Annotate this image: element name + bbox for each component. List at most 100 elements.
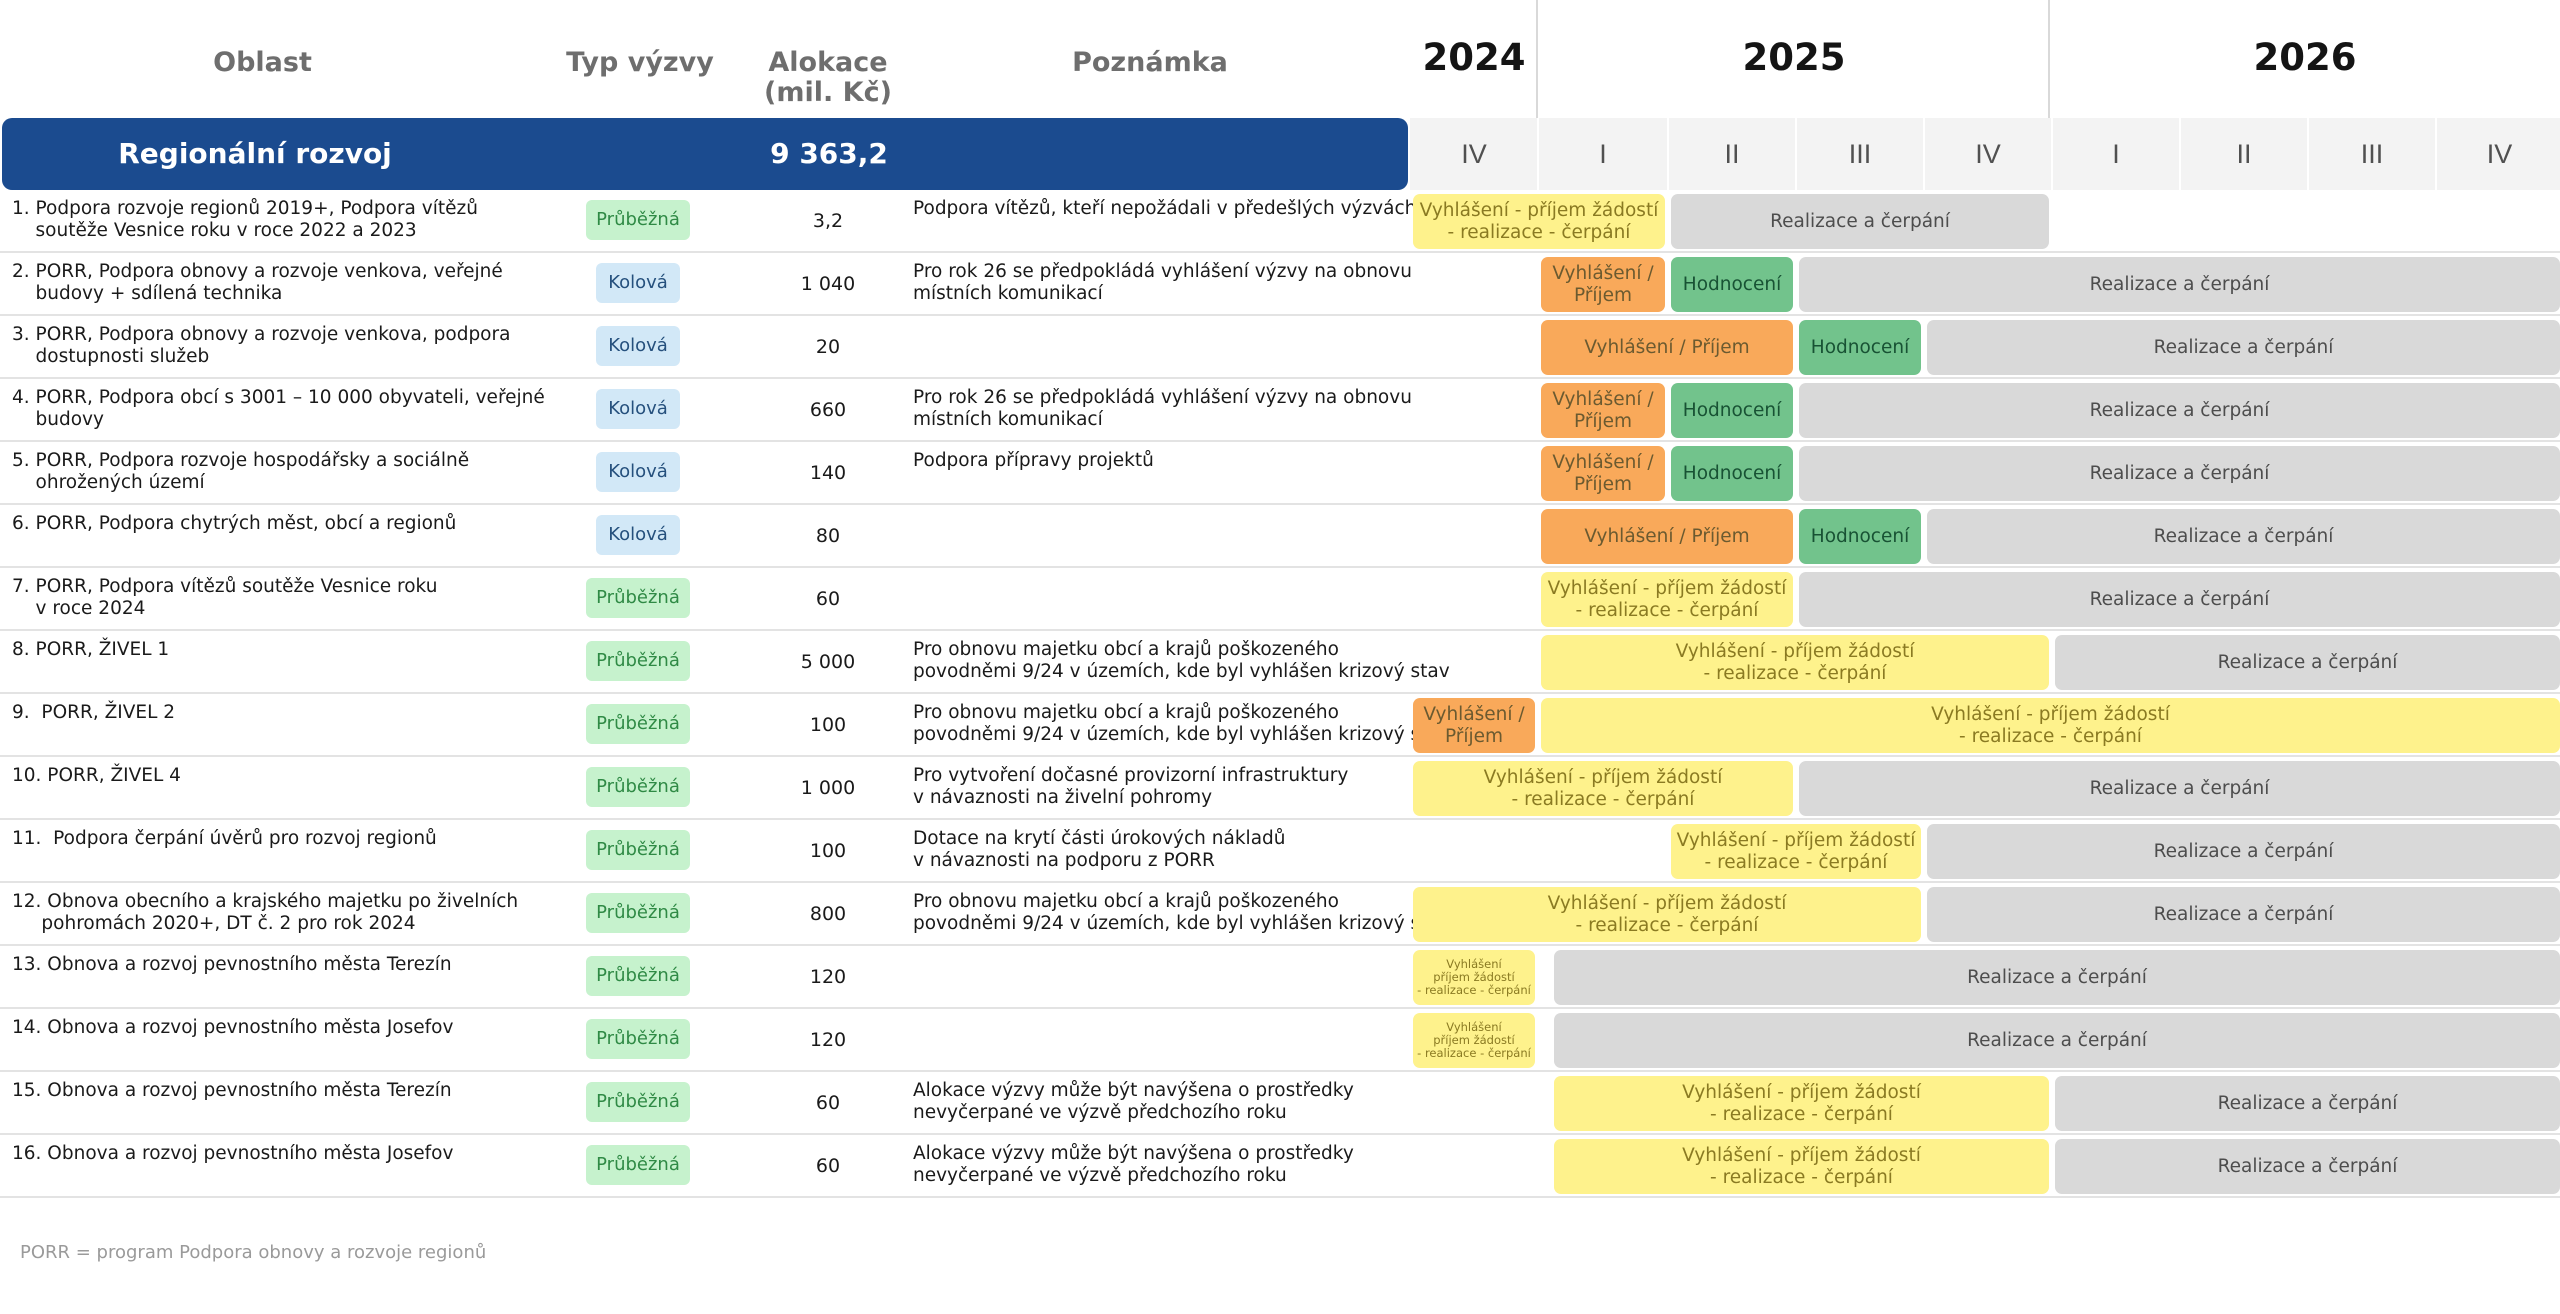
timeline-bar-yellow: Vyhlášení - příjem žádostí - realizace -… [1413,761,1793,816]
row-oblast: 3. PORR, Podpora obnovy a rozvoje venkov… [12,324,511,367]
timeline-bar-yellow: Vyhlášení - příjem žádostí - realizace -… [1541,635,2049,690]
header-oblast: Oblast [213,47,312,78]
quarter-label: II [1724,139,1740,169]
quarter-separator [1537,118,1539,190]
timeline-bar-green: Hodnocení [1799,509,1921,564]
timeline-bar-gray: Realizace a čerpání [2055,1076,2560,1131]
year-2026: 2026 [2253,36,2357,79]
timeline-bar-gray: Realizace a čerpání [1799,572,2560,627]
timeline-bar-green: Hodnocení [1671,257,1793,312]
timeline-bar-gray: Realizace a čerpání [1799,761,2560,816]
quarter-separator [1923,118,1925,190]
table-row: 7. PORR, Podpora vítězů soutěže Vesnice … [0,568,2560,631]
row-oblast: 9. PORR, ŽIVEL 2 [12,702,176,723]
type-badge: Průběžná [586,704,690,744]
timeline-bar-gray: Realizace a čerpání [2055,1139,2560,1194]
row-divider [0,440,2560,442]
type-badge: Kolová [596,389,680,429]
row-allocation: 60 [815,1092,841,1114]
table-row: 13. Obnova a rozvoj pevnostního města Te… [0,946,2560,1009]
type-badge: Průběžná [586,200,690,240]
section-allocation: 9 363,2 [770,137,888,170]
row-divider [0,377,2560,379]
table-row: 8. PORR, ŽIVEL 1 Průběžná 5 000 Pro obnovu … [0,631,2560,694]
row-note: Pro vytvoření dočasné provizorní infrast… [913,765,1349,808]
type-badge: Kolová [596,452,680,492]
timeline-bar-gray: Realizace a čerpání [2055,635,2560,690]
quarter-label: II [2236,139,2252,169]
timeline-bar-green: Hodnocení [1671,446,1793,501]
row-allocation: 800 [809,903,847,925]
row-note: Pro obnovu majetku obcí a krajů poškozen… [913,639,1450,682]
table-row: 4. PORR, Podpora obcí s 3001 – 10 000 ob… [0,379,2560,442]
table-row: 10. PORR, ŽIVEL 4 Průběžná 1 000 Pro vytvoř… [0,757,2560,820]
row-allocation: 660 [809,399,847,421]
timeline-bar-gray: Realizace a čerpání [1927,824,2560,879]
quarter-separator [1795,118,1797,190]
timeline-bar-yellow: Vyhlášení - příjem žádostí - realizace -… [1413,194,1665,249]
row-allocation: 100 [809,840,847,862]
timeline-bar-green: Hodnocení [1671,383,1793,438]
table-row: 9. PORR, ŽIVEL 2 Průběžná 100 Pro obnovu ma… [0,694,2560,757]
row-oblast: 4. PORR, Podpora obcí s 3001 – 10 000 ob… [12,387,545,430]
table-row: 14. Obnova a rozvoj pevnostního města Jo… [0,1009,2560,1072]
row-note: Pro rok 26 se předpokládá vyhlášení výzv… [913,387,1412,430]
timeline-bar-gray: Realizace a čerpání [1799,446,2560,501]
footnote: PORR = program Podpora obnovy a rozvoje … [20,1242,487,1263]
timeline-bar-gray: Realizace a čerpání [1799,383,2560,438]
timeline-bar-yellow: Vyhlášení - příjem žádostí - realizace -… [1671,824,1921,879]
row-divider [0,1196,2560,1198]
row-allocation: 1 000 [800,777,856,799]
row-oblast: 8. PORR, ŽIVEL 1 [12,639,170,660]
row-allocation: 3,2 [812,210,844,232]
year-2025: 2025 [1742,36,1846,79]
quarter-separator [2179,118,2181,190]
timeline-bar-yellow: Vyhlášení - příjem žádostí - realizace -… [1541,698,2560,753]
row-oblast: 5. PORR, Podpora rozvoje hospodářsky a s… [12,450,470,493]
row-divider [0,629,2560,631]
row-allocation: 1 040 [800,273,856,295]
timeline-bar-yellow: Vyhlášení příjem žádostí - realizace - č… [1413,1013,1535,1068]
row-allocation: 120 [809,1029,847,1051]
timeline-bar-gray: Realizace a čerpání [1927,320,2560,375]
row-note: Pro obnovu majetku obcí a krajů poškozen… [913,891,1450,934]
timeline-bar-gray: Realizace a čerpání [1671,194,2049,249]
quarter-header-row [1410,118,2560,190]
row-divider [0,1133,2560,1135]
row-allocation: 120 [809,966,847,988]
row-note: Dotace na krytí části úrokových nákladů … [913,828,1286,871]
row-note: Podpora vítězů, kteří nepožádali v přede… [913,198,1417,219]
row-divider [0,251,2560,253]
quarter-separator [2435,118,2437,190]
type-badge: Průběžná [586,893,690,933]
timeline-bar-gray: Realizace a čerpání [1927,887,2560,942]
row-allocation: 100 [809,714,847,736]
type-badge: Kolová [596,263,680,303]
row-divider [0,818,2560,820]
row-oblast: 15. Obnova a rozvoj pevnostního města Te… [12,1080,452,1101]
table-row: 2. PORR, Podpora obnovy a rozvoje venkov… [0,253,2560,316]
type-badge: Průběžná [586,1019,690,1059]
row-divider [0,755,2560,757]
timeline-bar-yellow: Vyhlášení - příjem žádostí - realizace -… [1541,572,1793,627]
type-badge: Kolová [596,326,680,366]
timeline-bar-orange: Vyhlášení / Příjem [1541,257,1665,312]
row-oblast: 10. PORR, ŽIVEL 4 [12,765,181,786]
section-band [2,118,1408,190]
row-oblast: 6. PORR, Podpora chytrých měst, obcí a r… [12,513,457,534]
row-allocation: 20 [815,336,841,358]
row-note: Alokace výzvy může být navýšena o prostř… [913,1143,1354,1186]
quarter-label: I [1599,139,1607,169]
year-2024: 2024 [1422,36,1526,79]
timeline-bar-orange: Vyhlášení / Příjem [1413,698,1535,753]
timeline-bar-orange: Vyhlášení / Příjem [1541,446,1665,501]
quarter-label: IV [2486,139,2513,169]
row-divider [0,1007,2560,1009]
table-row: 11. Podpora čerpání úvěrů pro rozvoj reg… [0,820,2560,883]
type-badge: Kolová [596,515,680,555]
row-allocation: 5 000 [800,651,856,673]
quarter-label: IV [1461,139,1487,169]
type-badge: Průběžná [586,641,690,681]
section-title: Regionální rozvoj [118,137,392,170]
timeline-bar-gray: Realizace a čerpání [1927,509,2560,564]
